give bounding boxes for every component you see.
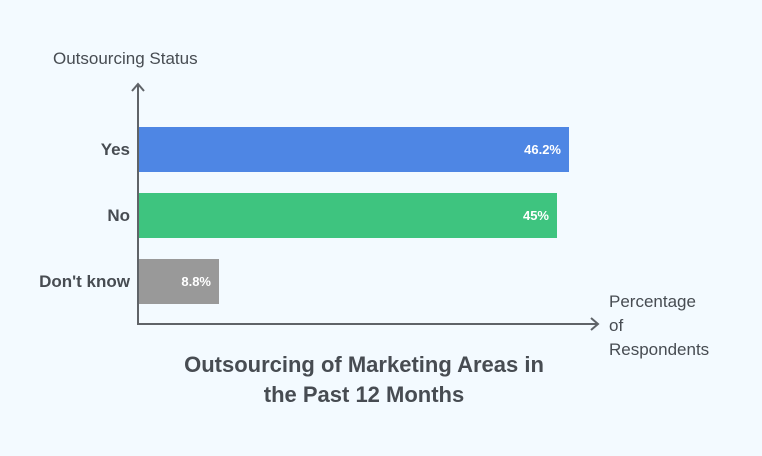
- value-label-dont-know: 8.8%: [181, 274, 211, 289]
- y-axis-title: Outsourcing Status: [53, 49, 198, 68]
- chart-title-line: Outsourcing of Marketing Areas in: [184, 352, 544, 377]
- x-axis-title-line: of: [609, 316, 624, 335]
- x-axis-title-line: Percentage: [609, 292, 696, 311]
- chart-title: Outsourcing of Marketing Areas in the Pa…: [0, 350, 728, 410]
- category-label-dont-know: Don't know: [39, 272, 130, 291]
- x-axis-title-line: Respondents: [609, 340, 710, 359]
- category-label-yes: Yes: [100, 140, 130, 159]
- y-axis-arrow-icon: [131, 82, 145, 92]
- value-label-yes: 46.2%: [524, 142, 561, 157]
- chart-title-line: the Past 12 Months: [263, 382, 465, 407]
- bar-dont-know: 8.8%: [139, 259, 219, 304]
- x-axis-arrow-icon: [590, 317, 600, 331]
- category-label-no: No: [107, 206, 130, 225]
- x-axis-title: Percentage of Respondents: [609, 290, 709, 362]
- bar-yes: 46.2%: [139, 127, 569, 172]
- value-label-no: 45%: [522, 208, 549, 223]
- bar-no: 45%: [139, 193, 557, 238]
